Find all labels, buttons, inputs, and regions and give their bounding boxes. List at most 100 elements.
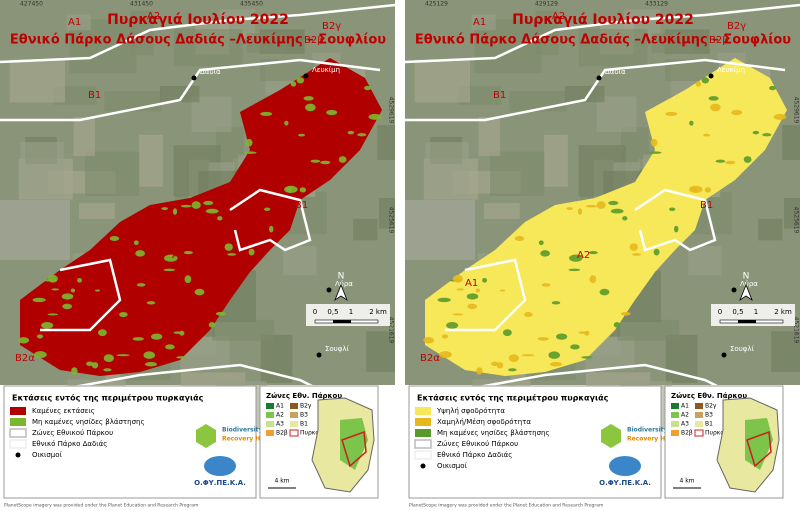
vegetation-patch	[47, 274, 58, 283]
vegetation-patch	[689, 185, 703, 194]
vegetation-patch	[491, 361, 499, 366]
map-title: Εθνικό Πάρκο Δάσους Δαδιάς –Λευκίμης – Σ…	[10, 33, 386, 48]
vegetation-patch	[71, 367, 78, 375]
legend-label: Εθνικό Πάρκο Δαδιάς	[32, 440, 107, 448]
inset-swatch	[671, 403, 679, 409]
vegetation-patch	[731, 109, 743, 116]
terrain	[758, 218, 783, 241]
vegetation-patch	[172, 208, 178, 215]
scale-label: 1	[754, 308, 758, 316]
settlement-label: Σουφλί	[325, 345, 350, 353]
vegetation-patch	[133, 240, 139, 246]
coordinate-label: 435450	[240, 1, 263, 8]
north-label: N	[743, 272, 750, 282]
vegetation-patch	[357, 133, 367, 137]
terrain	[478, 117, 501, 157]
north-arrow	[739, 283, 753, 302]
terrain	[283, 246, 317, 276]
vegetation-patch	[585, 204, 597, 208]
legend-swatch	[10, 407, 26, 415]
burned-area	[20, 58, 382, 376]
settlement-dot	[326, 287, 332, 293]
zone-boundary	[634, 188, 717, 252]
zone-label: B2β	[709, 35, 729, 46]
settlement-label: Σουφλί	[730, 345, 755, 353]
vegetation-patch	[103, 354, 115, 363]
legend-swatch	[414, 439, 432, 449]
zone-boundary	[29, 363, 331, 397]
inset-label: B2β	[681, 430, 693, 437]
legend-label: Οικισμοί	[437, 462, 468, 470]
terrain	[379, 198, 395, 229]
coordinate-label: 429129	[535, 1, 558, 8]
settlement-label: Δαδιά	[200, 68, 221, 76]
terrain	[138, 134, 163, 187]
legend-label: Καμένες εκτάσεις	[32, 407, 95, 415]
vegetation-patch	[502, 329, 512, 337]
vegetation-patch	[710, 103, 721, 112]
legend-swatch	[9, 439, 27, 449]
vegetation-patch	[245, 138, 253, 147]
zone-label: A2	[147, 11, 160, 22]
zone-boundary	[445, 258, 527, 332]
legend-label: Ζώνες Εθνικού Πάρκου	[32, 429, 113, 437]
vegetation-patch	[62, 303, 73, 310]
vegetation-patch	[549, 361, 563, 367]
coordinate-label: 433129	[645, 1, 668, 8]
vegetation-patch	[500, 289, 506, 292]
legend-label: Υψηλή σφοδρότητα	[436, 407, 505, 415]
settlement-dot	[721, 352, 727, 358]
logo-icon	[601, 424, 621, 448]
vegetation-patch	[610, 208, 624, 214]
logo-text: Recovery Hub	[627, 436, 675, 443]
vegetation-patch	[290, 81, 297, 87]
vegetation-patch	[260, 111, 273, 116]
inset-scale-label: 4 km	[679, 478, 694, 485]
inset-swatch	[671, 430, 679, 436]
zone-label: A2	[172, 250, 185, 261]
logo-text: Biodiversity	[627, 427, 668, 434]
inset-swatch	[290, 412, 298, 418]
terrain	[353, 218, 378, 241]
vegetation-patch	[184, 275, 192, 284]
inset-label: A2	[276, 412, 284, 419]
legend-label: Μη καμένες νησίδες βλάστησης	[437, 429, 550, 437]
logo-icon	[196, 424, 216, 448]
vegetation-patch	[203, 200, 214, 206]
vegetation-patch	[456, 288, 464, 291]
vegetation-patch	[452, 274, 463, 283]
inset-swatch	[266, 403, 274, 409]
vegetation-patch	[191, 201, 201, 209]
coordinate-label: 425129	[425, 1, 448, 8]
vegetation-patch	[136, 283, 146, 287]
terrain	[66, 14, 91, 31]
vegetation-patch	[143, 351, 155, 359]
vegetation-patch	[368, 113, 382, 120]
vegetation-patch	[299, 187, 307, 193]
vegetation-patch	[476, 367, 483, 375]
vegetation-patch	[551, 301, 561, 305]
vegetation-patch	[244, 151, 257, 154]
vegetation-patch	[695, 81, 702, 87]
vegetation-patch	[248, 248, 255, 256]
vegetation-patch	[725, 160, 736, 165]
inset-label: B1	[705, 421, 713, 428]
vegetation-patch	[298, 133, 306, 137]
vegetation-patch	[103, 368, 112, 372]
vegetation-patch	[264, 207, 271, 212]
terrain	[782, 125, 800, 160]
vegetation-patch	[163, 268, 176, 272]
vegetation-patch	[179, 330, 185, 336]
zone-boundary	[40, 258, 122, 332]
terrain	[489, 151, 545, 197]
credit: PlanetScope imagery was provided under t…	[4, 503, 198, 509]
inset-swatch	[671, 421, 679, 427]
vegetation-patch	[540, 250, 551, 257]
north-arrow	[334, 283, 348, 302]
inset-title: Ζώνες Εθν. Πάρκου	[671, 392, 747, 400]
vegetation-patch	[773, 113, 787, 120]
terrain	[414, 59, 470, 103]
terrain	[617, 319, 680, 341]
vegetation-patch	[537, 337, 549, 341]
vegetation-patch	[439, 351, 452, 359]
